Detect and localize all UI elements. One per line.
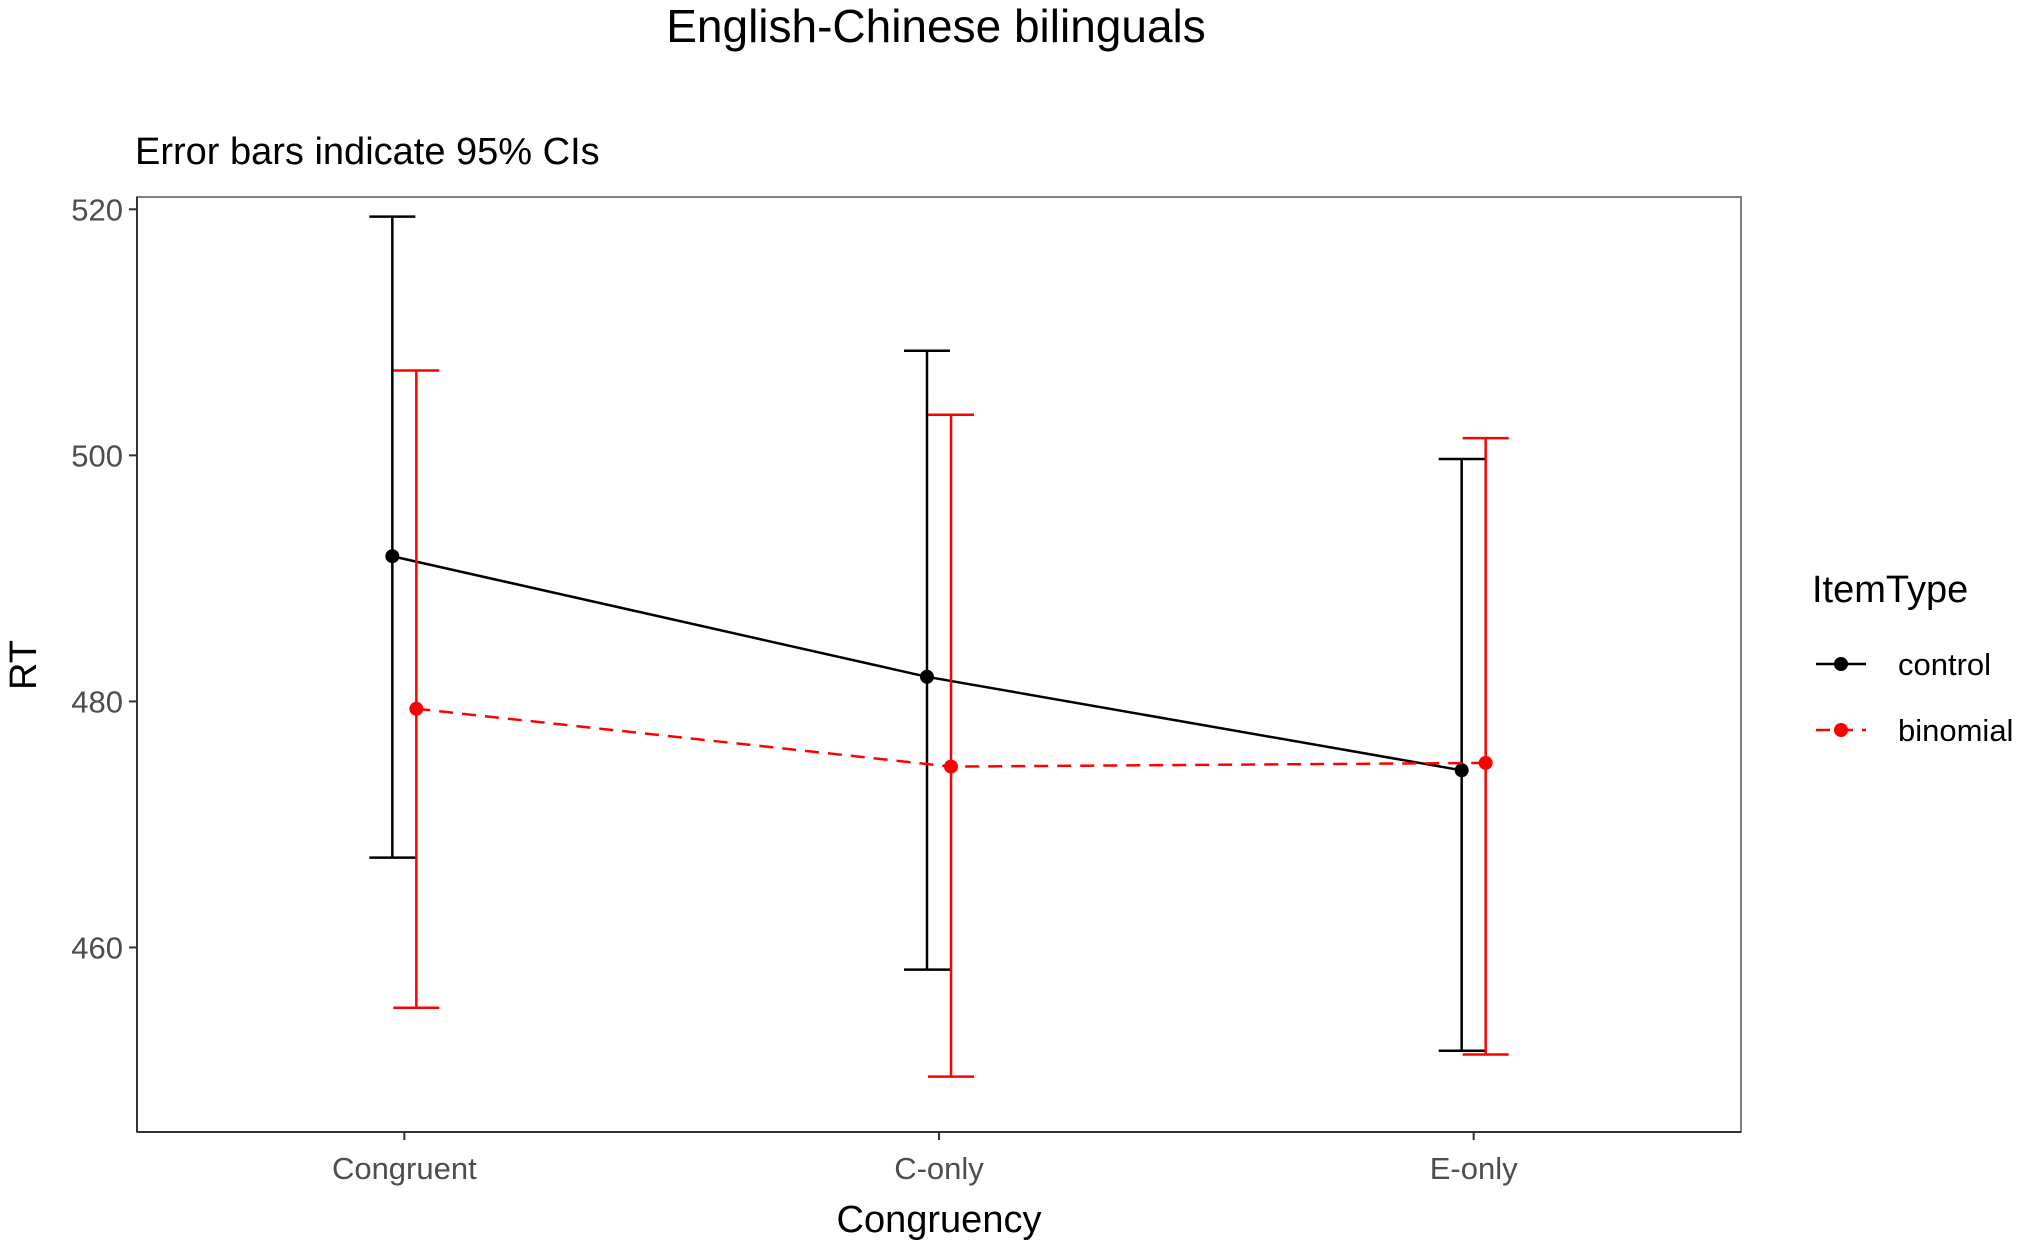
plot-panel bbox=[136, 196, 1742, 1133]
legend-key-point-binomial bbox=[1834, 723, 1848, 737]
y-tick-label-0: 460 bbox=[71, 930, 123, 965]
point-control-1 bbox=[920, 669, 934, 684]
y-tick-label-3: 520 bbox=[71, 192, 123, 227]
y-axis-title: RT bbox=[3, 640, 45, 690]
legend-label-binomial: binomial bbox=[1898, 713, 2013, 748]
x-tick-label-2: E-only bbox=[1430, 1151, 1518, 1186]
errorbar-binomial-0 bbox=[393, 369, 440, 1009]
point-binomial-1 bbox=[944, 759, 958, 774]
point-control-2 bbox=[1454, 763, 1469, 778]
x-axis: Congruent C-only E-only bbox=[137, 1131, 1741, 1186]
legend-title: ItemType bbox=[1812, 569, 1968, 611]
errorbar-control-0 bbox=[369, 215, 416, 859]
x-axis-title: Congruency bbox=[837, 1199, 1042, 1241]
point-binomial-2 bbox=[1478, 755, 1493, 770]
series-layer bbox=[369, 215, 1509, 1078]
y-tick-label-1: 480 bbox=[71, 684, 123, 719]
legend: ItemType control binomial bbox=[1812, 569, 2013, 748]
point-control-0 bbox=[385, 549, 400, 564]
legend-item-binomial: binomial bbox=[1816, 713, 2013, 748]
y-tick-label-2: 500 bbox=[71, 438, 123, 473]
errorbar-binomial-1 bbox=[928, 413, 974, 1078]
y-axis: 460 480 500 520 bbox=[71, 192, 138, 1132]
x-tick-label-0: Congruent bbox=[332, 1151, 477, 1186]
errorbar-control-1 bbox=[904, 349, 950, 971]
errorbar-control-2 bbox=[1438, 457, 1485, 1053]
series-binomial bbox=[393, 369, 1509, 1078]
x-tick-label-1: C-only bbox=[894, 1151, 984, 1186]
chart-title: English-Chinese bilinguals bbox=[666, 0, 1206, 52]
series-control bbox=[369, 215, 1485, 1053]
chart-subtitle: Error bars indicate 95% CIs bbox=[135, 131, 600, 173]
legend-item-control: control bbox=[1816, 647, 1991, 682]
errorbar-binomial-2 bbox=[1462, 436, 1509, 1056]
point-binomial-0 bbox=[409, 701, 424, 716]
legend-label-control: control bbox=[1898, 647, 1991, 682]
legend-key-point-control bbox=[1834, 657, 1848, 671]
